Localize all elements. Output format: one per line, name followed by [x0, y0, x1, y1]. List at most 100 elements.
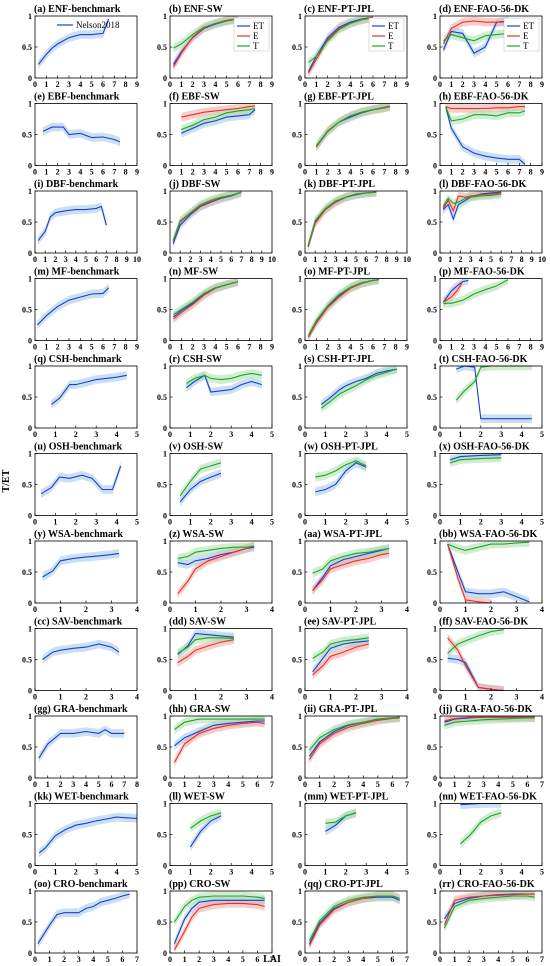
y-tick-label: 0.5: [22, 831, 32, 840]
series-line-et: [445, 106, 526, 165]
y-tick-label: 0.5: [157, 481, 167, 490]
x-tick-label: 4: [115, 430, 119, 439]
uncertainty-band: [41, 461, 121, 499]
x-tick-label: 4: [135, 693, 139, 702]
y-tick-label: 1: [163, 12, 167, 21]
x-tick-label: 7: [247, 343, 251, 352]
series-line-et: [189, 815, 222, 848]
uncertainty-band: [174, 899, 265, 953]
y-tick-label: 0: [433, 687, 437, 696]
x-tick-label: 8: [394, 80, 398, 89]
x-tick-label: 9: [405, 80, 409, 89]
panel-title: (hh) GRA-SW: [169, 704, 230, 715]
panel: 0 0.5 1 0 1 2 3 4 5 (u) OSH-benchmark: [22, 442, 139, 527]
x-tick-label: 0: [168, 780, 172, 789]
y-tick-label: 1: [28, 187, 32, 196]
panel-title: (z) WSA-SW: [169, 529, 224, 540]
y-tick-label: 0.5: [292, 43, 302, 52]
series-line-e: [443, 281, 464, 303]
series-line-t: [181, 107, 256, 131]
panel: 0 0.5 1 0 1 2 3 4 5 (s) CSH-PT-JPL: [292, 354, 409, 439]
x-tick-label: 6: [390, 955, 394, 964]
x-tick-label: 0: [303, 343, 307, 352]
uncertainty-band: [173, 16, 238, 53]
x-tick-label: 1: [314, 80, 318, 89]
panel: 0 0.5 1 0 1 2 3 4 5 (x) OSH-FAO-56-DK: [427, 442, 544, 527]
series-line-t: [172, 191, 242, 241]
x-tick-label: 4: [520, 518, 524, 527]
x-tick-label: 6: [110, 780, 114, 789]
panel: 0 0.5 1 0 1 2 3 4 5 6 7 (ii) GRA-PT-JPL: [292, 704, 409, 789]
x-tick-label: 1: [53, 868, 57, 877]
x-tick-label: 5: [376, 780, 380, 789]
series-line-et: [38, 816, 138, 854]
series-line-t: [315, 105, 391, 147]
panel-title: (aa) WSA-PT-JPL: [304, 529, 382, 540]
x-tick-label: 3: [347, 955, 351, 964]
x-tick-label: 2: [479, 868, 483, 877]
x-tick-label: 2: [354, 605, 358, 614]
uncertainty-band: [39, 812, 137, 858]
x-tick-label: 7: [247, 80, 251, 89]
x-tick-label: 2: [209, 430, 213, 439]
x-tick-label: 1: [183, 955, 187, 964]
series-line-et: [36, 287, 110, 326]
panel-title: (kk) WET-benchmark: [34, 792, 129, 803]
x-tick-label: 10: [133, 255, 141, 264]
x-tick-label: 6: [371, 168, 375, 177]
x-tick-label: 2: [84, 605, 88, 614]
x-tick-label: 1: [179, 343, 183, 352]
uncertainty-band: [173, 278, 238, 319]
x-tick-label: 5: [270, 430, 274, 439]
series-line-e: [308, 717, 400, 760]
legend-label-t: T: [523, 41, 529, 51]
x-tick-label: 1: [178, 255, 182, 264]
panel-title: (nn) WET-FAO-56-DK: [439, 792, 537, 803]
x-tick-label: 2: [323, 255, 327, 264]
x-tick-label: 7: [540, 955, 544, 964]
panel-title: (q) CSH-benchmark: [34, 354, 122, 365]
series-line-t: [308, 17, 374, 63]
x-axis-label: LAI: [263, 954, 281, 965]
x-tick-label: 5: [84, 255, 88, 264]
y-tick-label: 0.5: [22, 656, 32, 665]
x-tick-label: 5: [135, 518, 139, 527]
series-line-e: [444, 716, 535, 722]
uncertainty-band: [445, 103, 525, 166]
series-line-t: [308, 895, 400, 941]
x-tick-label: 4: [385, 518, 389, 527]
uncertainty-band: [321, 366, 397, 413]
y-tick-label: 0: [163, 862, 167, 871]
x-tick-label: 6: [390, 780, 394, 789]
x-tick-label: 0: [438, 955, 442, 964]
x-tick-label: 4: [520, 430, 524, 439]
x-tick-label: 6: [371, 80, 375, 89]
series-line-t: [173, 18, 239, 49]
y-tick-label: 1: [298, 800, 302, 809]
x-tick-label: 3: [94, 430, 98, 439]
y-tick-label: 1: [433, 275, 437, 284]
x-tick-label: 8: [385, 255, 389, 264]
x-tick-label: 4: [348, 168, 352, 177]
x-tick-label: 8: [529, 80, 533, 89]
series-line-t: [460, 812, 502, 845]
x-tick-label: 8: [124, 80, 128, 89]
x-tick-label: 1: [318, 955, 322, 964]
y-tick-label: 0: [163, 74, 167, 83]
x-tick-label: 1: [323, 430, 327, 439]
x-tick-label: 8: [135, 780, 139, 789]
panel: 0 0.5 1 0 1 2 3 4 (y) WSA-benchmark: [22, 529, 139, 614]
x-tick-label: 0: [303, 255, 307, 264]
x-tick-label: 6: [101, 168, 105, 177]
panel: 00.510 1 2 3 4 5 6 7 8 9(e) EBF-benchmark: [22, 92, 139, 177]
uncertainty-band: [308, 278, 379, 340]
series-line-t: [443, 279, 509, 304]
x-tick-label: 1: [449, 343, 453, 352]
series-line-t: [173, 895, 265, 923]
x-tick-label: 2: [56, 168, 60, 177]
x-tick-label: 6: [371, 343, 375, 352]
x-tick-label: 6: [229, 255, 233, 264]
x-tick-label: 3: [202, 80, 206, 89]
y-tick-label: 1: [298, 100, 302, 109]
